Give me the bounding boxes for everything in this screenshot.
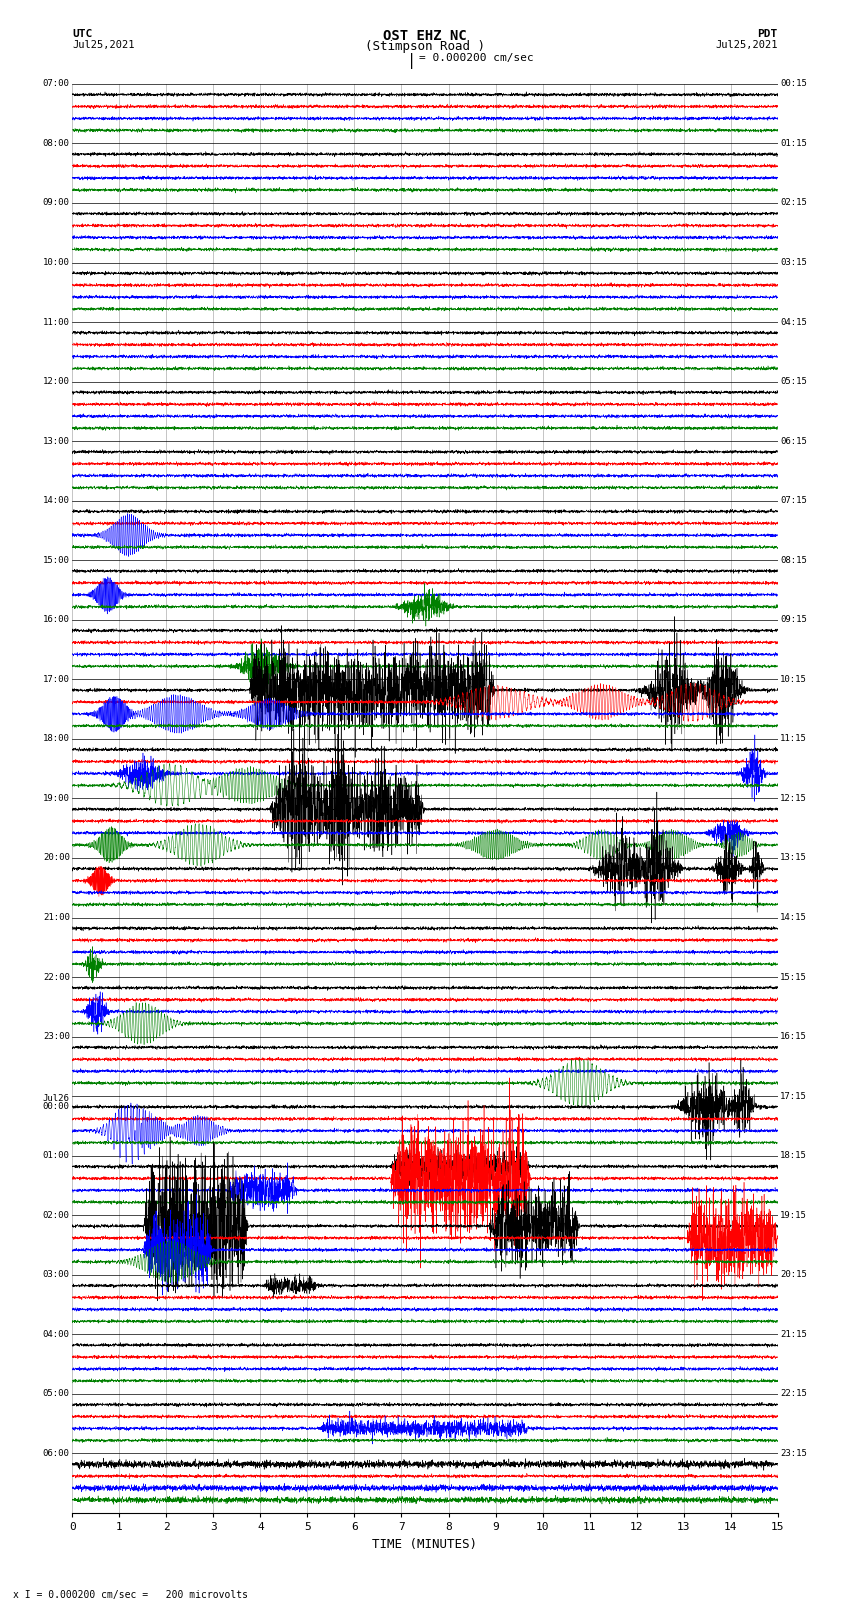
Text: 20:00: 20:00: [42, 853, 70, 863]
Text: (Stimpson Road ): (Stimpson Road ): [365, 40, 485, 53]
Text: 03:00: 03:00: [42, 1271, 70, 1279]
Text: 12:00: 12:00: [42, 377, 70, 386]
X-axis label: TIME (MINUTES): TIME (MINUTES): [372, 1537, 478, 1550]
Text: 00:00: 00:00: [42, 1102, 70, 1111]
Text: 07:15: 07:15: [780, 497, 808, 505]
Text: 16:00: 16:00: [42, 615, 70, 624]
Text: UTC: UTC: [72, 29, 93, 39]
Text: 14:00: 14:00: [42, 497, 70, 505]
Text: 06:00: 06:00: [42, 1448, 70, 1458]
Text: 06:15: 06:15: [780, 437, 808, 445]
Text: 13:15: 13:15: [780, 853, 808, 863]
Text: Jul25,2021: Jul25,2021: [715, 40, 778, 50]
Text: 01:00: 01:00: [42, 1152, 70, 1160]
Text: 02:15: 02:15: [780, 198, 808, 208]
Text: 21:00: 21:00: [42, 913, 70, 923]
Text: 11:15: 11:15: [780, 734, 808, 744]
Text: 23:00: 23:00: [42, 1032, 70, 1040]
Text: Jul25,2021: Jul25,2021: [72, 40, 135, 50]
Text: 23:15: 23:15: [780, 1448, 808, 1458]
Text: 03:15: 03:15: [780, 258, 808, 268]
Text: 04:00: 04:00: [42, 1329, 70, 1339]
Text: 22:15: 22:15: [780, 1389, 808, 1398]
Text: 09:00: 09:00: [42, 198, 70, 208]
Text: 04:15: 04:15: [780, 318, 808, 326]
Text: 16:15: 16:15: [780, 1032, 808, 1040]
Text: 07:00: 07:00: [42, 79, 70, 89]
Text: 08:00: 08:00: [42, 139, 70, 148]
Text: 15:00: 15:00: [42, 556, 70, 565]
Text: 00:15: 00:15: [780, 79, 808, 89]
Text: 02:00: 02:00: [42, 1211, 70, 1219]
Text: 18:15: 18:15: [780, 1152, 808, 1160]
Text: 17:00: 17:00: [42, 674, 70, 684]
Text: 05:15: 05:15: [780, 377, 808, 386]
Text: OST EHZ NC: OST EHZ NC: [383, 29, 467, 44]
Text: 14:15: 14:15: [780, 913, 808, 923]
Text: 12:15: 12:15: [780, 794, 808, 803]
Text: 11:00: 11:00: [42, 318, 70, 326]
Text: 22:00: 22:00: [42, 973, 70, 982]
Text: 19:15: 19:15: [780, 1211, 808, 1219]
Text: 09:15: 09:15: [780, 615, 808, 624]
Text: x I = 0.000200 cm/sec =   200 microvolts: x I = 0.000200 cm/sec = 200 microvolts: [13, 1590, 247, 1600]
Text: = 0.000200 cm/sec: = 0.000200 cm/sec: [419, 53, 534, 63]
Text: 15:15: 15:15: [780, 973, 808, 982]
Text: 08:15: 08:15: [780, 556, 808, 565]
Text: 18:00: 18:00: [42, 734, 70, 744]
Text: PDT: PDT: [757, 29, 778, 39]
Text: 21:15: 21:15: [780, 1329, 808, 1339]
Text: 19:00: 19:00: [42, 794, 70, 803]
Text: 20:15: 20:15: [780, 1271, 808, 1279]
Text: |: |: [407, 53, 416, 69]
Text: 10:00: 10:00: [42, 258, 70, 268]
Text: 17:15: 17:15: [780, 1092, 808, 1100]
Text: 10:15: 10:15: [780, 674, 808, 684]
Text: 05:00: 05:00: [42, 1389, 70, 1398]
Text: 01:15: 01:15: [780, 139, 808, 148]
Text: Jul26: Jul26: [42, 1094, 70, 1103]
Text: 13:00: 13:00: [42, 437, 70, 445]
